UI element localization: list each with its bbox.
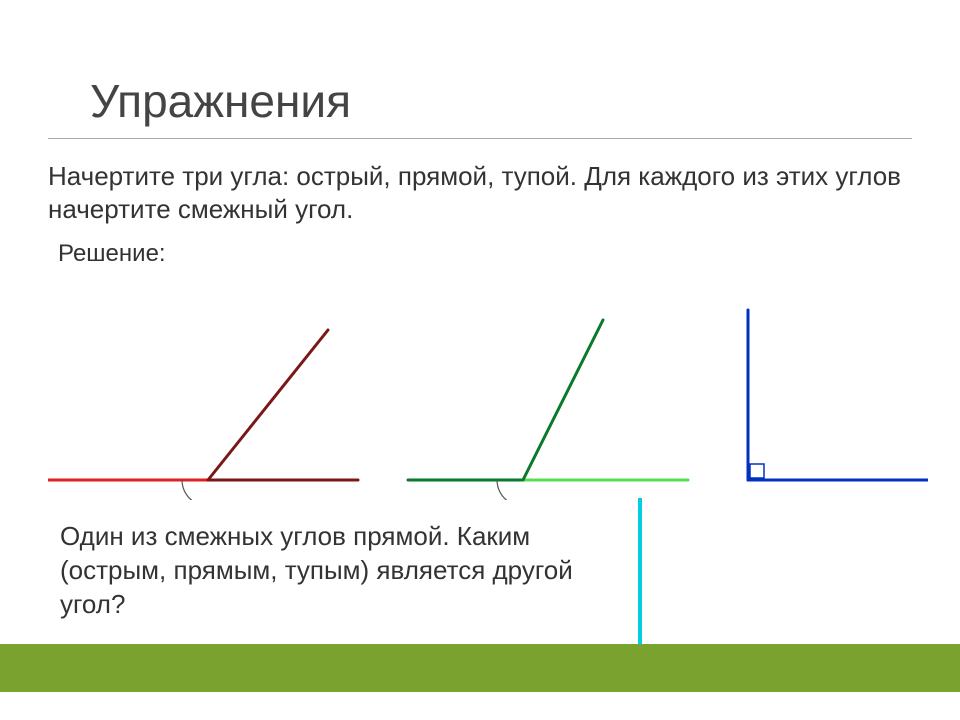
task-text: Начертите три угла: острый, прямой, тупо… (48, 160, 918, 225)
cyan-strip (638, 498, 642, 666)
page-title: Упражнения (90, 74, 351, 128)
solution-label: Решение: (58, 240, 166, 268)
footer-bar (0, 644, 960, 692)
title-underline (48, 138, 912, 139)
angle-diagram (48, 300, 928, 500)
question-text: Один из смежных углов прямой. Каким (ост… (60, 520, 620, 621)
